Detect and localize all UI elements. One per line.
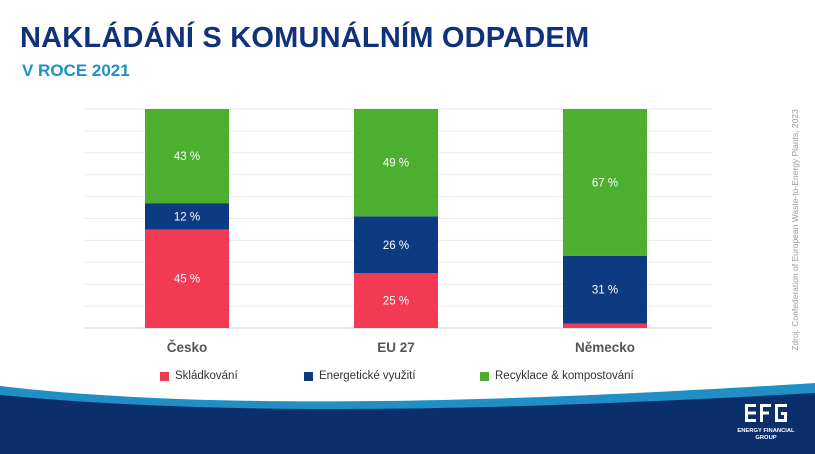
x-tick-label: EU 27 [377, 340, 415, 355]
data-label: 12 % [174, 211, 200, 223]
stacked-bar-chart: 45 % 12 % 43 % Česko 25 % 26 % 49 % EU 27 31 % 67… [85, 108, 712, 355]
legend-label-recycling: Recyklace & kompostování [495, 370, 634, 382]
data-label: 31 % [592, 285, 618, 297]
legend-item-energy: Energetické využití [304, 370, 416, 382]
data-label: 67 % [592, 177, 618, 189]
data-label: 26 % [383, 240, 409, 252]
efg-logo-mark [745, 404, 787, 422]
bar-segment [145, 203, 229, 230]
efg-logo: ENERGY FINANCIAL GROUP [722, 403, 810, 442]
data-label: 49 % [383, 158, 409, 170]
page-subtitle: V ROCE 2021 [22, 61, 130, 80]
bar-segment [563, 255, 647, 324]
bar-segment [354, 273, 438, 328]
bar-segment [354, 216, 438, 274]
bar-segment [563, 323, 647, 328]
data-label: 25 % [383, 296, 409, 308]
legend-swatch-recycling [480, 371, 489, 381]
x-tick-label: Německo [575, 340, 635, 355]
legend-swatch-landfill [160, 371, 169, 381]
footer-wave-dark [0, 393, 815, 454]
x-tick-label: Česko [167, 340, 208, 355]
legend-swatch-energy [304, 371, 313, 381]
legend-label-landfill: Skládkování [175, 370, 238, 382]
bar-segment [145, 109, 229, 204]
legend-item-recycling: Recyklace & kompostování [480, 370, 634, 382]
logo-text-line1: ENERGY FINANCIAL [737, 428, 795, 434]
logo-text-line2: GROUP [755, 435, 777, 441]
bar-segment [354, 109, 438, 217]
data-label: 43 % [174, 151, 200, 163]
legend-item-landfill: Skládkování [160, 370, 238, 382]
chart-legend: Skládkování Energetické využití Recyklac… [0, 370, 815, 388]
page-title: NAKLÁDÁNÍ S KOMUNÁLNÍM ODPADEM [20, 22, 590, 54]
bar-segment [563, 109, 647, 256]
data-label: 45 % [174, 274, 200, 286]
bar-segment [145, 229, 229, 328]
legend-label-energy: Energetické využití [319, 370, 416, 382]
